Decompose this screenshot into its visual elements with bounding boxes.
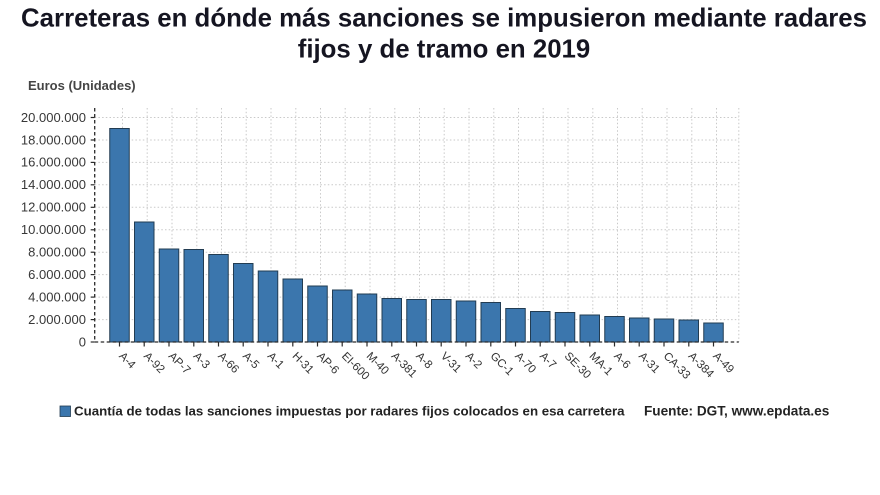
svg-text:6.000.000: 6.000.000 (28, 267, 86, 282)
svg-text:16.000.000: 16.000.000 (21, 155, 86, 170)
svg-text:14.000.000: 14.000.000 (21, 177, 86, 192)
svg-text:18.000.000: 18.000.000 (21, 132, 86, 147)
svg-text:Fuente: DGT, www.epdata.es: Fuente: DGT, www.epdata.es (644, 404, 829, 419)
svg-text:12.000.000: 12.000.000 (21, 200, 86, 215)
svg-text:0: 0 (79, 334, 86, 349)
svg-text:Euros (Unidades): Euros (Unidades) (28, 78, 136, 93)
svg-text:4.000.000: 4.000.000 (28, 289, 86, 304)
svg-text:20.000.000: 20.000.000 (21, 110, 86, 125)
svg-text:fijos y de tramo en 2019: fijos y de tramo en 2019 (298, 35, 590, 63)
svg-text:10.000.000: 10.000.000 (21, 222, 86, 237)
svg-text:Carreteras en dónde más sancio: Carreteras en dónde más sanciones se imp… (21, 5, 867, 33)
svg-text:Cuantía de todas las sanciones: Cuantía de todas las sanciones impuestas… (74, 404, 625, 419)
svg-text:2.000.000: 2.000.000 (28, 312, 86, 327)
svg-text:8.000.000: 8.000.000 (28, 245, 86, 260)
